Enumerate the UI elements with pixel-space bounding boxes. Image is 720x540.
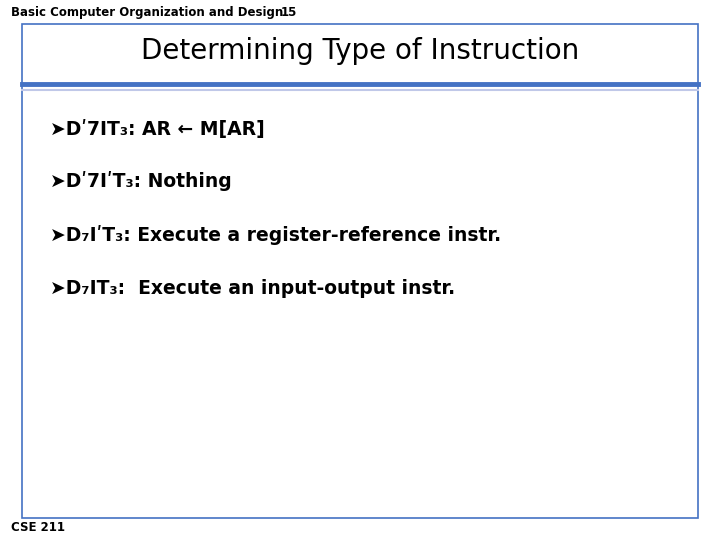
Text: Determining Type of Instruction: Determining Type of Instruction: [141, 37, 579, 65]
Text: 15: 15: [281, 6, 297, 19]
Text: ➤D₇IʹT₃: Execute a register-reference instr.: ➤D₇IʹT₃: Execute a register-reference in…: [50, 225, 502, 245]
Text: ➤Dʹ7IT₃: AR ← M[AR]: ➤Dʹ7IT₃: AR ← M[AR]: [50, 120, 265, 139]
Text: CSE 211: CSE 211: [11, 521, 65, 534]
Text: ➤D₇IT₃:  Execute an input-output instr.: ➤D₇IT₃: Execute an input-output instr.: [50, 279, 456, 299]
Text: ➤Dʹ7IʹT₃: Nothing: ➤Dʹ7IʹT₃: Nothing: [50, 171, 232, 191]
Text: Basic Computer Organization and Design: Basic Computer Organization and Design: [11, 6, 283, 19]
FancyBboxPatch shape: [22, 24, 698, 518]
